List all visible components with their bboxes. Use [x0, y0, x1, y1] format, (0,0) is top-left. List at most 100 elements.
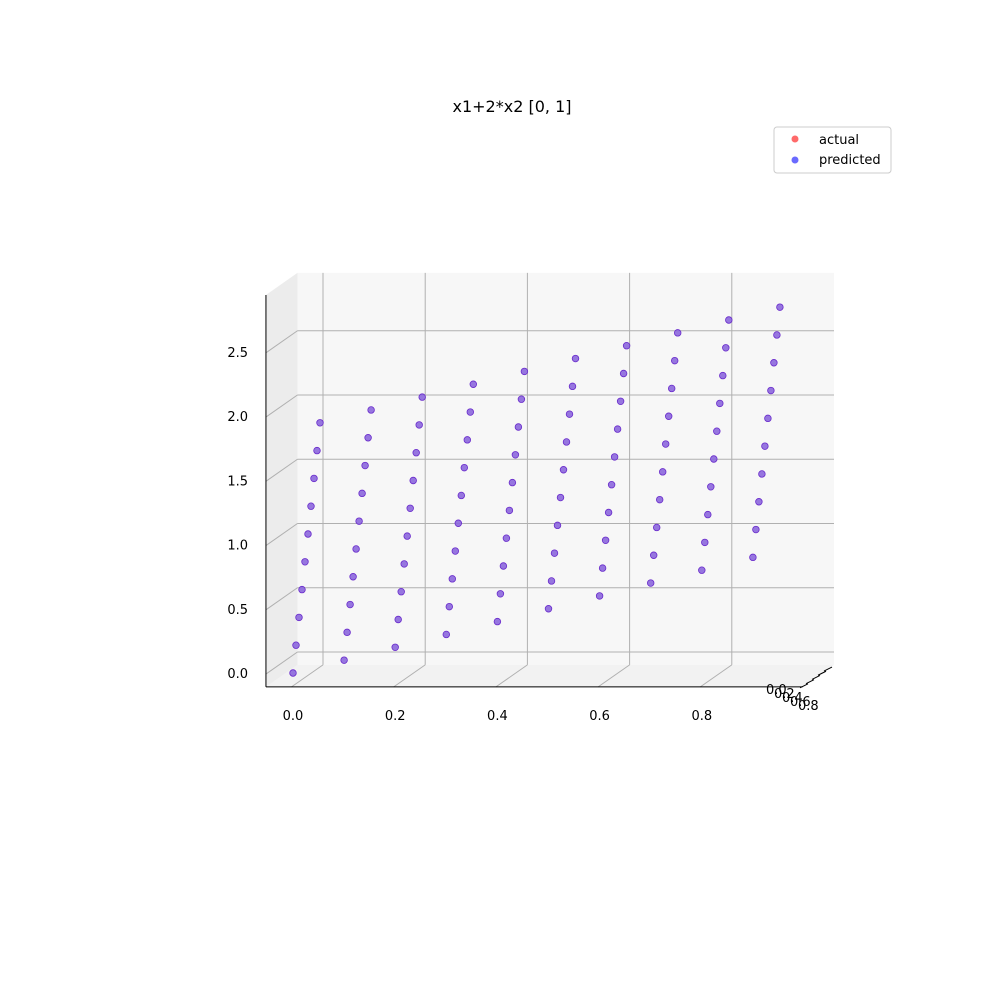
grid-line-x-floor: [700, 664, 733, 688]
point-predicted: [352, 545, 360, 553]
point-predicted: [722, 344, 730, 352]
point-predicted: [619, 369, 628, 378]
point-predicted: [292, 641, 300, 649]
point-predicted: [674, 329, 682, 337]
point-predicted: [598, 564, 607, 572]
point-predicted: [502, 534, 511, 542]
point-predicted: [613, 425, 622, 433]
x-tick-label: 0.2: [385, 709, 406, 724]
point-predicted: [604, 508, 613, 517]
point-predicted: [307, 502, 315, 510]
point-predicted: [289, 669, 297, 677]
chart-title: x1+2*x2 [0, 1]: [453, 97, 572, 116]
point-predicted: [776, 303, 784, 311]
point-predicted: [565, 410, 574, 418]
point-predicted: [397, 588, 405, 596]
floor-pane: [265, 664, 834, 687]
point-predicted: [713, 427, 721, 435]
point-predicted: [415, 421, 423, 429]
point-predicted: [412, 449, 420, 457]
point-predicted: [761, 442, 769, 450]
x-tick-label: 0.4: [487, 709, 508, 724]
point-predicted: [704, 510, 712, 519]
point-predicted: [409, 476, 417, 485]
legend-marker-predicted: [791, 156, 799, 164]
grid-line-z-side: [265, 587, 298, 611]
data-points: [289, 303, 784, 677]
grid-line-x-floor: [291, 664, 324, 688]
point-predicted: [622, 342, 631, 350]
grid-line-z-side: [265, 330, 298, 354]
y-tick-label: 0.2: [774, 687, 795, 702]
point-predicted: [301, 558, 309, 566]
point-predicted: [511, 451, 520, 459]
point-predicted: [668, 384, 676, 393]
point-predicted: [749, 553, 757, 562]
point-predicted: [671, 356, 679, 365]
point-predicted: [343, 628, 351, 637]
grid-line-x-floor: [393, 664, 426, 688]
point-predicted: [550, 549, 559, 557]
y-tick-label: 0.6: [790, 695, 811, 710]
legend-label-actual: actual: [819, 133, 859, 148]
point-predicted: [773, 331, 781, 339]
point-predicted: [445, 602, 453, 611]
point-predicted: [616, 397, 625, 405]
point-predicted: [556, 493, 565, 502]
point-predicted: [466, 408, 474, 416]
point-predicted: [755, 498, 763, 506]
y-tick-label: 0.8: [798, 699, 819, 714]
point-predicted: [508, 478, 517, 487]
point-predicted: [758, 470, 766, 478]
point-predicted: [568, 382, 577, 391]
point-predicted: [346, 600, 354, 609]
point-predicted: [367, 406, 375, 414]
grid-line-z-side: [265, 458, 298, 482]
point-predicted: [647, 579, 655, 587]
point-predicted: [463, 436, 471, 444]
point-predicted: [340, 656, 348, 664]
point-predicted: [764, 414, 772, 423]
grid-line-z-side: [265, 523, 298, 546]
axis-lines: [265, 294, 833, 689]
point-predicted: [454, 519, 462, 527]
point-predicted: [767, 386, 775, 395]
point-predicted: [349, 573, 357, 581]
point-predicted: [770, 359, 778, 367]
point-predicted: [469, 380, 477, 388]
point-predicted: [358, 489, 366, 498]
y-tick-mark: [823, 666, 833, 672]
point-predicted: [355, 517, 363, 525]
z-tick-label: 0.0: [227, 667, 248, 682]
point-predicted: [304, 530, 312, 538]
point-predicted: [460, 463, 468, 472]
axes-panes: [265, 272, 834, 687]
point-predicted: [316, 419, 324, 427]
point-predicted: [361, 461, 369, 470]
point-predicted: [544, 605, 553, 613]
point-predicted: [653, 523, 661, 532]
grid-line-x-floor: [597, 664, 630, 688]
point-predicted: [496, 590, 505, 598]
point-predicted: [553, 521, 562, 530]
z-tick-label: 2.5: [227, 346, 248, 361]
legend-label-predicted: predicted: [819, 153, 881, 168]
legend-frame: [773, 126, 892, 174]
point-predicted: [707, 483, 715, 491]
z-tick-label: 1.0: [227, 539, 248, 554]
point-predicted: [514, 423, 523, 431]
point-predicted: [662, 440, 670, 448]
point-predicted: [442, 630, 450, 639]
point-predicted: [517, 395, 526, 403]
y-tick-mark: [817, 670, 827, 676]
point-predicted: [298, 585, 306, 594]
point-predicted: [364, 434, 372, 442]
point-predicted: [701, 538, 709, 547]
point-predicted: [665, 412, 673, 420]
point-predicted: [571, 354, 580, 363]
point-predicted: [310, 474, 318, 483]
point-predicted: [295, 613, 303, 622]
z-tick-label: 0.5: [227, 603, 248, 618]
point-predicted: [400, 560, 408, 568]
point-predicted: [725, 316, 733, 324]
